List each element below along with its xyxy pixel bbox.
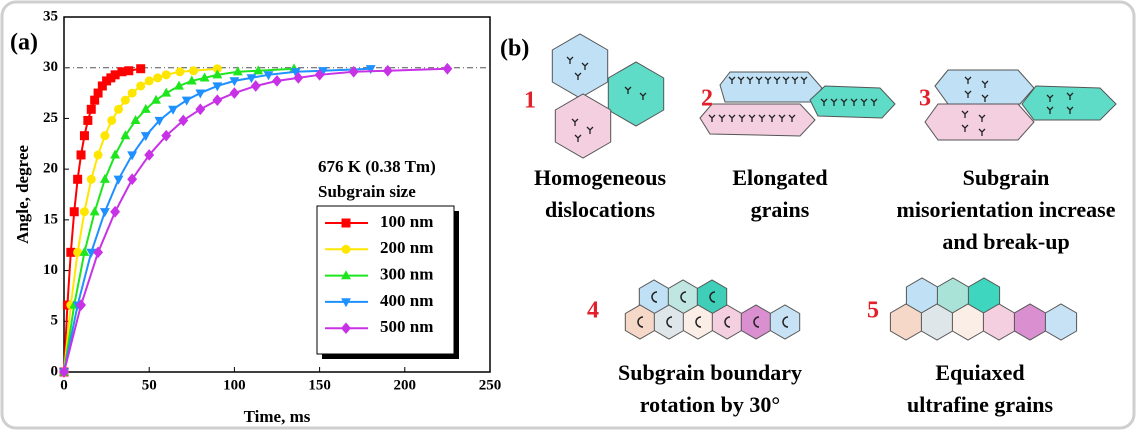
step-number: 1	[524, 88, 536, 114]
step-number: 2	[701, 86, 713, 112]
legend-label: 300 nm	[380, 265, 433, 284]
marker	[153, 73, 162, 82]
marker	[107, 116, 116, 125]
step-label: Subgrain	[963, 165, 1050, 190]
marker	[77, 150, 86, 159]
annotation: Subgrain size	[318, 182, 416, 201]
x-tick-label: 200	[394, 377, 417, 393]
y-tick-label: 25	[43, 110, 58, 126]
figure: 05010015020025005101520253035Time, msAng…	[0, 0, 1136, 430]
y-tick-label: 5	[51, 313, 59, 329]
y-tick-label: 35	[43, 8, 58, 24]
y-axis-title: Angle, degree	[13, 145, 32, 244]
legend-label: 400 nm	[380, 291, 433, 310]
step-number: 3	[919, 86, 931, 112]
x-tick-label: 100	[223, 377, 246, 393]
marker	[162, 70, 171, 79]
step-label: Elongated	[732, 165, 827, 190]
marker	[124, 66, 133, 75]
y-tick-label: 30	[43, 59, 58, 75]
y-tick-label: 20	[43, 161, 58, 177]
grain	[1022, 86, 1116, 120]
step-label: dislocations	[545, 197, 655, 222]
x-tick-label: 150	[308, 377, 331, 393]
marker	[342, 219, 351, 228]
marker	[136, 81, 145, 90]
step-label: grains	[751, 197, 810, 222]
annotation: 676 K (0.38 Tm)	[318, 157, 436, 176]
marker	[80, 207, 89, 216]
panel-label: (b)	[500, 36, 529, 62]
marker	[87, 175, 96, 184]
marker	[114, 105, 123, 114]
step-number: 5	[867, 298, 879, 324]
step-label: Homogeneous	[534, 165, 666, 190]
panel-label: (a)	[10, 30, 38, 56]
x-tick-label: 250	[479, 377, 502, 393]
step-label: ultrafine grains	[907, 392, 1053, 417]
step-label: rotation by 30°	[640, 392, 780, 417]
marker	[121, 96, 130, 105]
step-number: 4	[587, 298, 599, 324]
grain	[720, 72, 822, 102]
marker	[175, 67, 184, 76]
marker	[87, 105, 96, 114]
marker	[80, 131, 89, 140]
step-label: and break-up	[942, 229, 1069, 254]
marker	[73, 175, 82, 184]
marker	[83, 116, 92, 125]
marker	[136, 64, 145, 73]
y-tick-label: 10	[43, 262, 58, 278]
marker	[100, 131, 109, 140]
marker	[70, 207, 79, 216]
legend-label: 200 nm	[380, 238, 433, 257]
legend-label: 500 nm	[380, 317, 433, 336]
x-axis-title: Time, ms	[244, 407, 311, 426]
marker	[342, 245, 351, 254]
step-label: Equiaxed	[935, 360, 1024, 385]
grain	[700, 104, 815, 136]
x-tick-label: 50	[142, 377, 157, 393]
step-label: Subgrain boundary	[618, 360, 802, 385]
y-tick-label: 0	[51, 363, 59, 379]
marker	[145, 76, 154, 85]
marker	[189, 66, 198, 75]
step-label: misorientation increase	[897, 197, 1116, 222]
x-tick-label: 0	[60, 377, 68, 393]
marker	[94, 150, 103, 159]
legend-label: 100 nm	[380, 212, 433, 231]
marker	[128, 89, 137, 98]
y-tick-label: 15	[43, 211, 58, 227]
grain	[925, 104, 1034, 140]
grain	[810, 86, 895, 118]
